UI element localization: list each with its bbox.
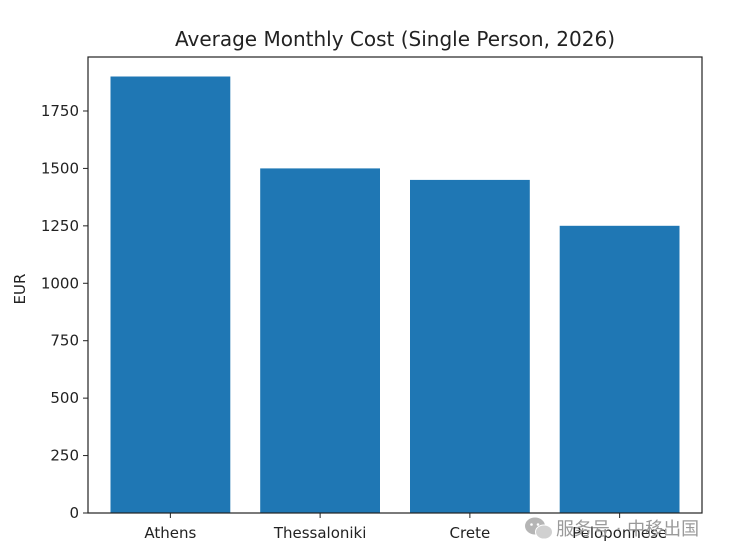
y-tick-label: 1250 xyxy=(41,217,79,235)
y-axis-label: EUR xyxy=(11,274,29,305)
y-tick-label: 1500 xyxy=(41,159,79,177)
y-tick-label: 1750 xyxy=(41,102,79,120)
x-ticks-group: Athens Thessaloniki Crete Peloponnese xyxy=(144,513,667,542)
y-tick-label: 250 xyxy=(50,447,79,465)
y-ticks-group: 0 250 500 750 1000 1250 1500 1750 xyxy=(41,102,88,522)
x-tick-label: Peloponnese xyxy=(572,524,667,542)
x-tick-label: Thessaloniki xyxy=(273,524,367,542)
bar-crete xyxy=(410,179,530,513)
y-tick-label: 0 xyxy=(69,504,79,522)
y-tick-label: 500 xyxy=(50,389,79,407)
wechat-icon xyxy=(525,517,553,540)
bar-thessaloniki xyxy=(260,168,380,513)
bar-athens xyxy=(110,76,231,513)
bar-peloponnese xyxy=(559,225,680,514)
x-tick-label: Crete xyxy=(450,524,491,542)
watermark: 服务号 · 中移出国 xyxy=(525,517,699,540)
watermark-text: 服务号 · 中移出国 xyxy=(556,519,699,540)
y-tick-label: 750 xyxy=(50,332,79,350)
plot-frame xyxy=(87,56,703,514)
chart-title: Average Monthly Cost (Single Person, 202… xyxy=(175,27,615,51)
x-tick-label: Athens xyxy=(144,524,196,542)
y-tick-label: 1000 xyxy=(41,274,79,292)
bars-group xyxy=(110,76,680,514)
